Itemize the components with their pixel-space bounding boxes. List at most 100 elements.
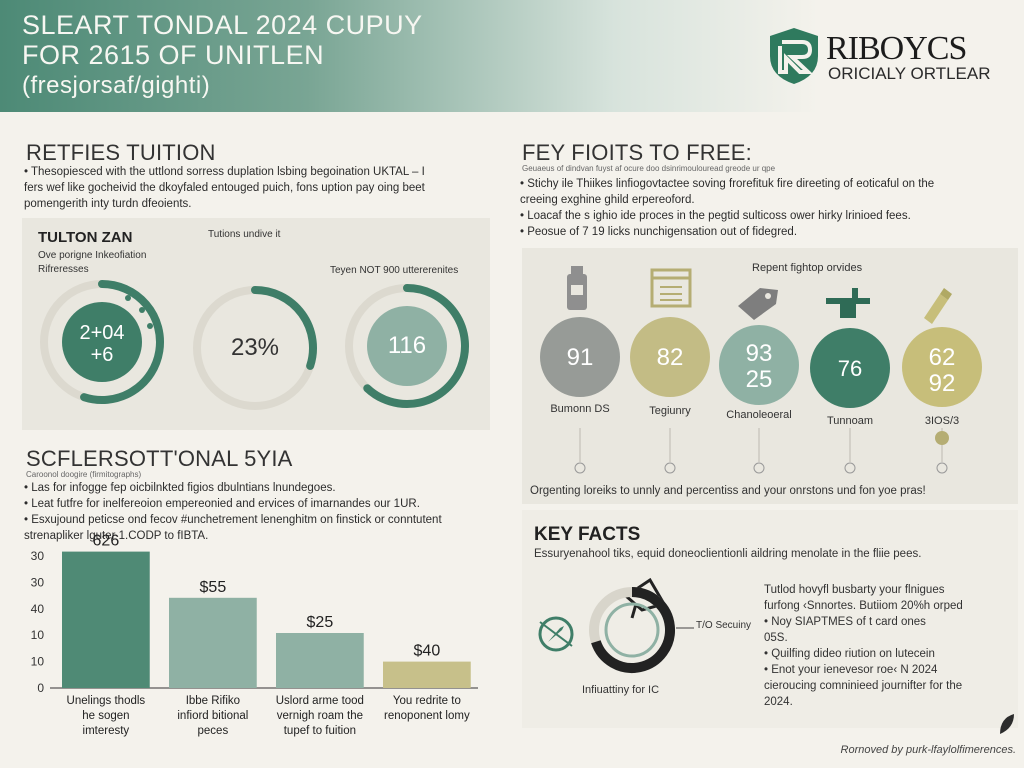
bar-category-label: You redrite to — [393, 695, 461, 707]
circle-4-value: 76 — [837, 356, 863, 381]
circle-5-value-bottom: 92 — [928, 370, 956, 397]
connector-marker — [753, 462, 765, 474]
fees-bullet: • Loacaf the s ighio ide proces in the p… — [520, 210, 911, 222]
bar — [383, 661, 471, 688]
tuition-bullet: • Thesopiesced with the uttlond sorress … — [24, 166, 425, 178]
bar-category-label: vernigh roam the — [277, 710, 363, 722]
key-fact-line: furfong ‹Snnortes. Butiiom 20%h orped — [764, 600, 963, 612]
key-facts-list: Tutlod hovyfl busbarty your flnigues fur… — [764, 582, 1004, 710]
circle-3-value-bottom: 25 — [745, 366, 773, 393]
bar-section-title: SCFLERSOTT'ONAL 5YIA — [26, 446, 293, 471]
lectern-icon — [826, 288, 870, 318]
shield-logo-icon — [770, 28, 818, 84]
connector-marker — [844, 462, 856, 474]
y-tick-label: 10 — [31, 628, 45, 642]
document-icon — [650, 268, 692, 308]
stat-circle — [810, 328, 890, 408]
tuition-bullet: fers wef like gocheivid the dkoyfaled en… — [24, 182, 425, 194]
tuition-bullet: pomengerith inty turdn dfeoients. — [24, 198, 192, 210]
ring2-value: 23% — [230, 334, 280, 361]
tuition-section-title: RETFIES TUITION — [26, 140, 216, 165]
title-line-1: SLEART TONDAL 2024 CUPUY — [22, 10, 423, 40]
ring-dot — [139, 307, 145, 313]
bar — [276, 633, 364, 688]
circle-2-caption: Tegiunry — [649, 405, 691, 417]
bar-category-label: renoponent lomy — [384, 710, 470, 722]
fees-bullet: • Peosue of 7 19 licks nunchigensation o… — [520, 226, 798, 238]
circle-2-value: 82 — [656, 344, 684, 371]
pencil-icon — [924, 288, 952, 324]
fees-section-title: FEY FIOITS TO FREE: — [522, 140, 752, 165]
footer-credit: Rornoved by purk-lfaylolfimerences. — [840, 744, 1016, 756]
circle-1-caption: Bumonn DS — [550, 403, 610, 415]
key-facts-panel — [522, 510, 1018, 728]
fees-bullet: creeing exghine ghild erpereoford. — [520, 194, 695, 206]
y-tick-label: 30 — [31, 575, 45, 589]
circle-4-caption: Tunnoam — [826, 415, 874, 427]
y-tick-label: 40 — [31, 602, 45, 616]
bar-category-label: tupef to fuition — [284, 725, 356, 737]
y-tick-label: 10 — [31, 655, 45, 669]
bar-section-bullet: • Las for infogge fep oicbilnkted figios… — [24, 482, 336, 494]
stat-circle — [902, 327, 982, 407]
bar-data-label: $40 — [414, 643, 441, 660]
bar-category-label: Unelings thodls — [67, 695, 146, 707]
donut-progress — [591, 587, 675, 673]
stat-circle — [719, 325, 799, 405]
fees-small-line: Geuaeus of dindvan fuyst af ocure doo ds… — [522, 164, 776, 173]
key-fact-line: 05S. — [764, 632, 788, 644]
compass-icon — [538, 616, 574, 652]
ring3-label: Teyen NOT 900 uttererenites — [330, 265, 459, 276]
header-banner: SLEART TONDAL 2024 CUPUY FOR 2615 OF UNI… — [0, 0, 1024, 112]
y-tick-label: 0 — [37, 681, 44, 695]
key-fact-line: Tutlod hovyfl busbarty your flnigues — [764, 584, 945, 596]
bottle-icon — [567, 266, 587, 310]
ring3-value: 116 — [387, 332, 427, 359]
leaf-icon — [1000, 714, 1014, 734]
bar-category-label: peces — [198, 725, 229, 737]
circle-5-caption: 3IOS/3 — [924, 415, 960, 427]
key-fact-line: • Noy SIAPTMES of t card ones — [764, 616, 926, 628]
circle-3-value-top: 93 — [745, 340, 773, 367]
brand-subtitle: ORICIALY ORTLEAR — [828, 64, 991, 83]
brand-name: RIBOYCS — [826, 30, 967, 67]
ring-progress — [363, 284, 469, 408]
bar — [62, 551, 150, 688]
bar-section-bullet: • Leat futfre for inelfereoion empereoni… — [24, 498, 420, 510]
bar-category-label: he sogen — [82, 710, 129, 722]
ring-dot — [147, 323, 153, 329]
tuition-panel-sub1: Ove porigne Inkeofiation — [38, 250, 147, 261]
connector-marker — [936, 462, 948, 474]
donut-label: T/O Secuiny — [696, 620, 752, 631]
ring-progress — [80, 280, 164, 404]
title-line-2: FOR 2615 OF UNITLEN — [22, 40, 325, 70]
bar — [169, 597, 257, 688]
key-fact-line: cieroucing comninieed journifter for the — [764, 680, 963, 692]
y-tick-label: 30 — [31, 549, 45, 563]
key-facts-subtitle: Essuryenahool tiks, equid doneocliention… — [534, 548, 922, 560]
bar-data-label: 626 — [93, 533, 120, 550]
ring1-value-top: 2+04 — [79, 322, 125, 344]
connector-marker — [574, 462, 586, 474]
key-facts-title: KEY FACTS — [534, 524, 641, 545]
bar-data-label: $25 — [307, 614, 334, 631]
bar-category-label: Uslord arme tood — [276, 695, 364, 707]
bar-category-label: Ibbe Rifiko — [186, 695, 240, 707]
stat-circle — [540, 317, 620, 397]
key-fact-line: • Enot your ienevesor roe‹ N 2024 — [764, 664, 938, 676]
circle-5-value-top: 62 — [928, 344, 956, 371]
fees-bullet: • Stichy ile Thiikes linfiogovtactee sov… — [520, 178, 935, 190]
ring1-value-bottom: +6 — [90, 344, 114, 366]
ring-center — [367, 306, 447, 386]
donut-inner — [604, 602, 660, 658]
bar-section-bullet: strenapliker lguter 1.CODP to fIBTA. — [24, 530, 209, 542]
ring2-label: Tutions undive it — [208, 229, 281, 240]
ring-dot — [125, 295, 131, 301]
bar-section-bullets: • Las for infogge fep oicbilnkted figios… — [24, 480, 486, 544]
bar-category-label: infiord bitional — [177, 710, 248, 722]
